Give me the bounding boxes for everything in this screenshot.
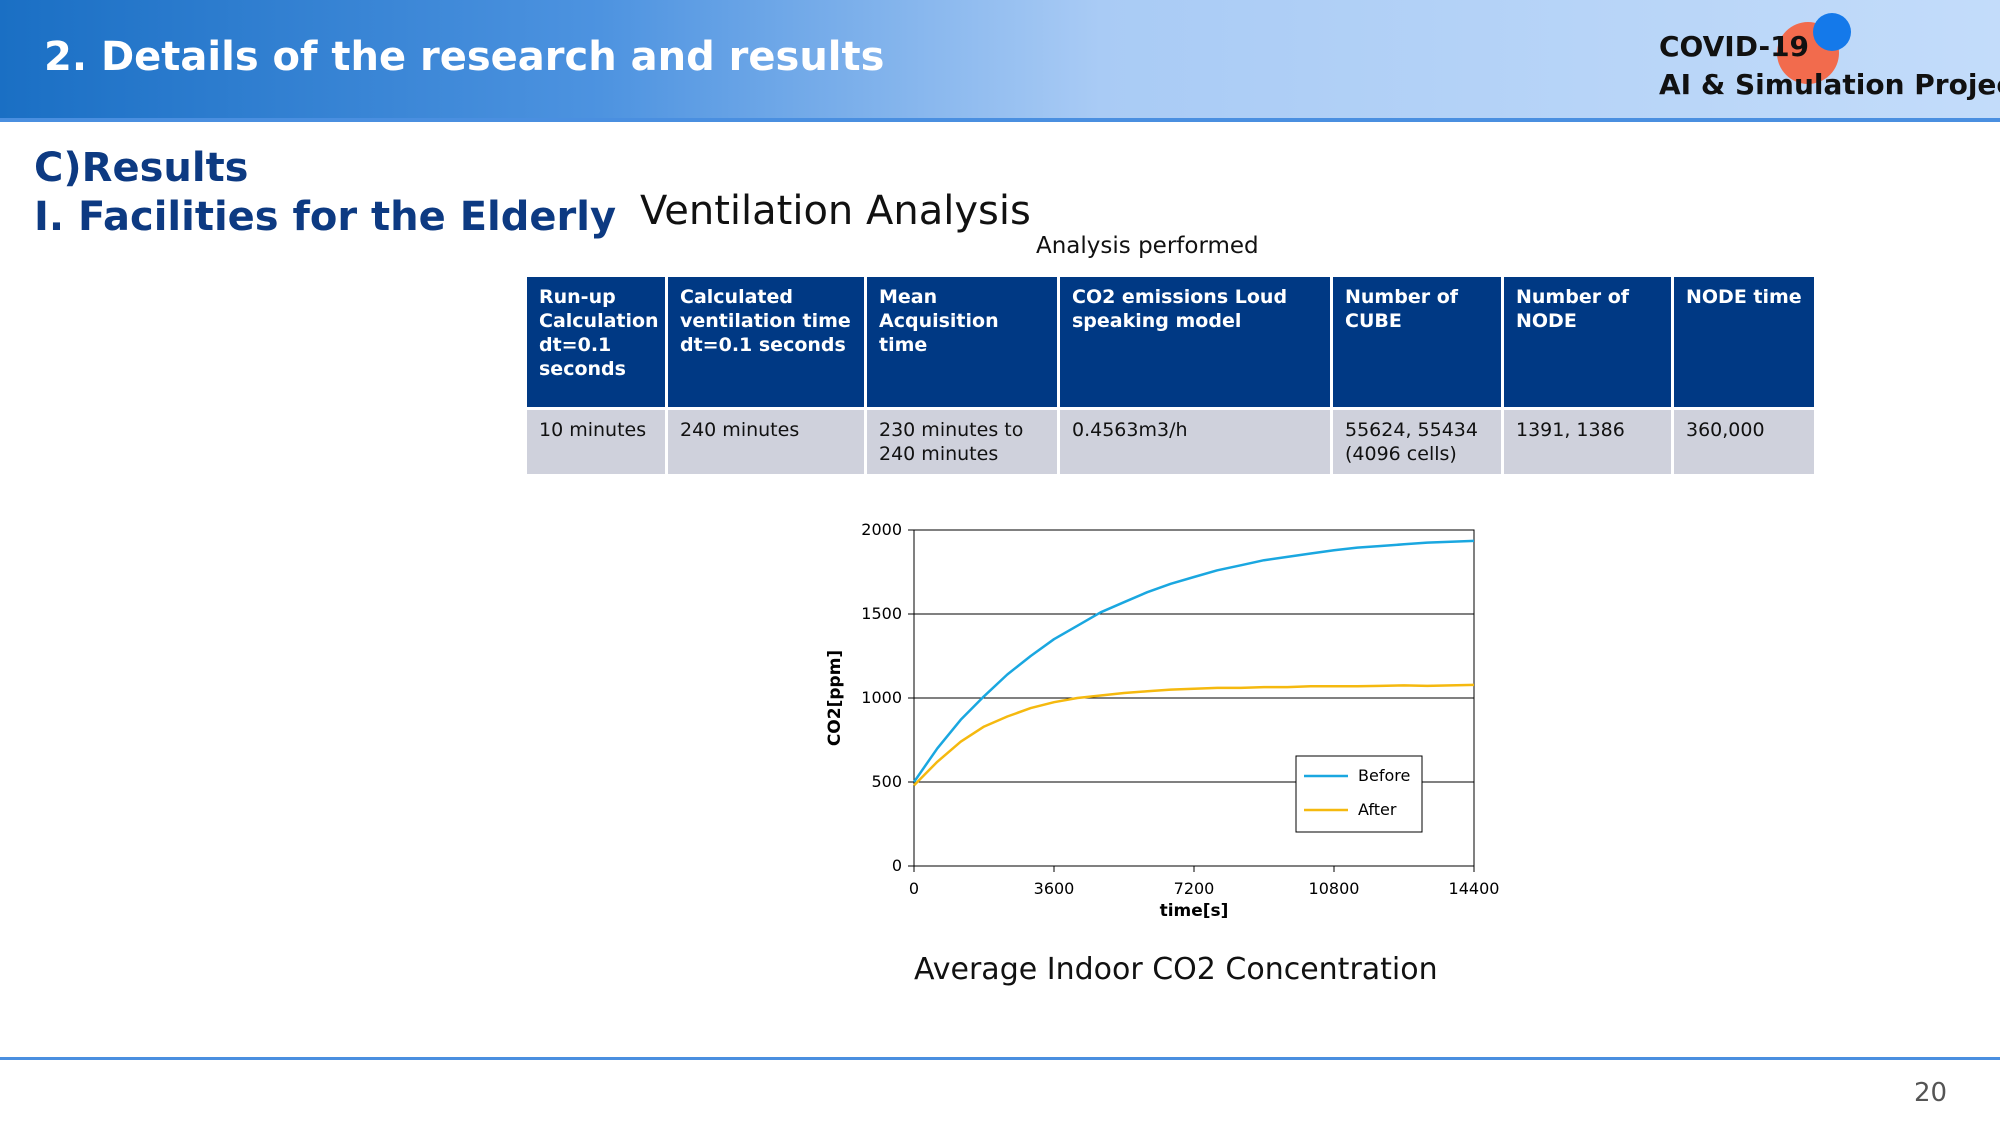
- legend-box: [1295, 755, 1423, 833]
- table-cell: 1391, 1386: [1504, 410, 1671, 474]
- x-axis-title: time[s]: [1160, 901, 1229, 921]
- y-tick-label: 2000: [861, 520, 902, 539]
- y-tick-label: 500: [871, 772, 902, 791]
- header-divider: [0, 118, 2000, 122]
- ventilation-analysis-title: Ventilation Analysis: [640, 188, 1031, 234]
- x-tick-label: 7200: [1174, 879, 1215, 898]
- x-tick-label: 0: [909, 879, 919, 898]
- analysis-table: Run-up Calculation dt=0.1 seconds Calcul…: [524, 274, 1817, 477]
- y-tick-label: 1000: [861, 688, 902, 707]
- table-cell: 0.4563m3/h: [1060, 410, 1330, 474]
- table-cell: 10 minutes: [527, 410, 665, 474]
- logo-blue-circle: [1813, 13, 1851, 51]
- table-row: 10 minutes 240 minutes 230 minutes to 24…: [527, 410, 1814, 474]
- project-logo: COVID-19 AI & Simulation Project: [1655, 10, 2000, 110]
- table-header-cell: Calculated ventilation time dt=0.1 secon…: [668, 277, 864, 407]
- y-axis-title: CO2[ppm]: [825, 650, 845, 746]
- series-line-before: [912, 539, 1475, 783]
- section-subheading: I. Facilities for the Elderly: [34, 194, 617, 240]
- page-number: 20: [1914, 1078, 1948, 1108]
- table-header-cell: Mean Acquisition time: [867, 277, 1057, 407]
- slide-title: 2. Details of the research and results: [44, 34, 885, 80]
- table-header-cell: NODE time: [1674, 277, 1814, 407]
- section-heading: C)Results: [34, 145, 249, 191]
- footer-divider: [0, 1057, 2000, 1060]
- table-cell: 55624, 55434 (4096 cells): [1333, 410, 1501, 474]
- legend-label-after: After: [1358, 800, 1397, 819]
- x-tick-label: 3600: [1034, 879, 1075, 898]
- table-header-cell: CO2 emissions Loud speaking model: [1060, 277, 1330, 407]
- header-bar: [0, 0, 2000, 118]
- co2-chart-svg: 0 500 1000 1500 2000 0 3600 7200 10800 14400 time[…: [825, 520, 1500, 921]
- chart-caption: Average Indoor CO2 Concentration: [914, 952, 1438, 987]
- table-cell: 240 minutes: [668, 410, 864, 474]
- table-cell: 230 minutes to 240 minutes: [867, 410, 1057, 474]
- co2-chart: 0 500 1000 1500 2000 0 3600 7200 10800 14400 time[…: [800, 505, 1520, 945]
- y-tick-label: 1500: [861, 604, 902, 623]
- legend-label-before: Before: [1358, 766, 1410, 785]
- x-tick-label: 14400: [1449, 879, 1500, 898]
- table-cell: 360,000: [1674, 410, 1814, 474]
- x-tick-label: 10800: [1309, 879, 1360, 898]
- logo-text-line2: AI & Simulation Project: [1659, 68, 2000, 101]
- logo-text-line1: COVID-19: [1659, 30, 1810, 63]
- table-caption: Analysis performed: [1036, 233, 1259, 259]
- series-line-after: [913, 683, 1475, 787]
- table-header-cell: Run-up Calculation dt=0.1 seconds: [527, 277, 665, 407]
- table-header-row: Run-up Calculation dt=0.1 seconds Calcul…: [527, 277, 1814, 407]
- y-tick-label: 0: [892, 856, 902, 875]
- table-header-cell: Number of CUBE: [1333, 277, 1501, 407]
- table-header-cell: Number of NODE: [1504, 277, 1671, 407]
